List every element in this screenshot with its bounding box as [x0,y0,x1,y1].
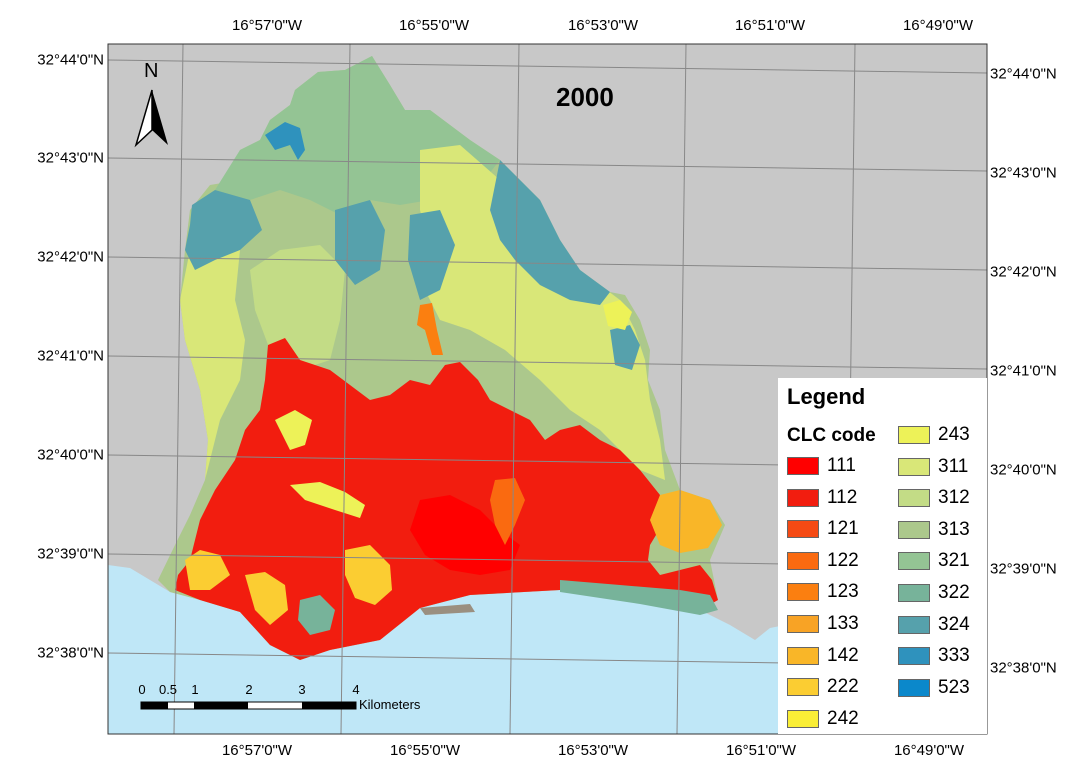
legend-label: 313 [938,519,970,541]
legend-item-311: 311 [898,456,968,478]
legend-item-222: 222 [787,676,859,698]
legend-item-523: 523 [898,677,970,699]
top-longitude-label: 16°55'0"W [399,17,469,34]
left-latitude-label: 32°39'0"N [0,546,104,563]
left-latitude-label: 32°42'0"N [0,249,104,266]
legend-title: Legend [787,384,865,410]
legend-item-322: 322 [898,582,970,604]
legend-item-242: 242 [787,708,859,730]
top-longitude-label: 16°57'0"W [232,17,302,34]
legend-item-123: 123 [787,581,859,603]
legend-swatch [787,552,819,570]
legend-label: 322 [938,582,970,604]
legend-item-133: 133 [787,613,859,635]
left-latitude-label: 32°41'0"N [0,348,104,365]
legend-swatch [898,426,930,444]
legend-swatch [898,489,930,507]
scale-label: 2 [245,682,252,697]
legend-label: 133 [827,613,859,635]
scale-label: 0 [138,682,145,697]
legend-label: 333 [938,645,970,667]
legend-label: 242 [827,708,859,730]
legend-swatch [898,458,930,476]
north-label: N [144,60,158,83]
legend-swatch [898,679,930,697]
legend-swatch [898,552,930,570]
legend-subtitle: CLC code [787,425,876,447]
right-latitude-label: 32°42'0"N [990,264,1057,281]
legend-item-313: 313 [898,519,970,541]
bottom-longitude-label: 16°51'0"W [726,742,796,759]
legend-label: 122 [827,550,859,572]
right-latitude-label: 32°41'0"N [990,363,1057,380]
bottom-longitude-label: 16°49'0"W [894,742,964,759]
legend-item-333: 333 [898,645,970,667]
legend-label: 111 [827,455,856,477]
legend-swatch [898,616,930,634]
legend-item-111: 111 [787,455,856,477]
legend-swatch [787,647,819,665]
legend-item-321: 321 [898,550,970,572]
left-latitude-label: 32°38'0"N [0,645,104,662]
legend-label: 123 [827,581,859,603]
left-latitude-label: 32°43'0"N [0,150,104,167]
right-latitude-label: 32°43'0"N [990,165,1057,182]
bottom-longitude-label: 16°57'0"W [222,742,292,759]
top-longitude-label: 16°49'0"W [903,17,973,34]
legend-swatch [898,584,930,602]
legend-swatch [787,457,819,475]
legend-label: 523 [938,677,970,699]
legend-item-121: 121 [787,518,859,540]
legend-item-324: 324 [898,614,970,636]
legend-swatch [787,489,819,507]
legend-label: 243 [938,424,970,446]
legend-swatch [787,583,819,601]
legend-swatch [898,647,930,665]
legend-item-142: 142 [787,645,859,667]
top-longitude-label: 16°53'0"W [568,17,638,34]
legend-swatch [787,520,819,538]
legend-swatch [787,615,819,633]
legend-label: 312 [938,487,970,509]
scale-label: 1 [191,682,198,697]
left-latitude-label: 32°44'0"N [0,52,104,69]
legend-swatch [898,521,930,539]
right-latitude-label: 32°38'0"N [990,660,1057,677]
legend-item-122: 122 [787,550,859,572]
scale-label: 4 [352,682,359,697]
legend-swatch [787,710,819,728]
legend-label: 142 [827,645,859,667]
right-latitude-label: 32°40'0"N [990,462,1057,479]
legend-label: 112 [827,487,857,509]
legend-swatch [787,678,819,696]
legend-label: 222 [827,676,859,698]
left-latitude-label: 32°40'0"N [0,447,104,464]
top-longitude-label: 16°51'0"W [735,17,805,34]
legend-label: 121 [827,518,859,540]
legend-label: 321 [938,550,970,572]
right-latitude-label: 32°39'0"N [990,561,1057,578]
scale-unit: Kilometers [359,697,420,712]
legend-item-243: 243 [898,424,970,446]
scale-label: 3 [298,682,305,697]
map-year-title: 2000 [556,82,614,113]
legend-label: 324 [938,614,970,636]
legend-label: 311 [938,456,968,478]
scale-label: 0.5 [159,682,177,697]
bottom-longitude-label: 16°53'0"W [558,742,628,759]
legend-item-112: 112 [787,487,857,509]
right-latitude-label: 32°44'0"N [990,66,1057,83]
legend-item-312: 312 [898,487,970,509]
bottom-longitude-label: 16°55'0"W [390,742,460,759]
scale-bar [141,702,356,709]
